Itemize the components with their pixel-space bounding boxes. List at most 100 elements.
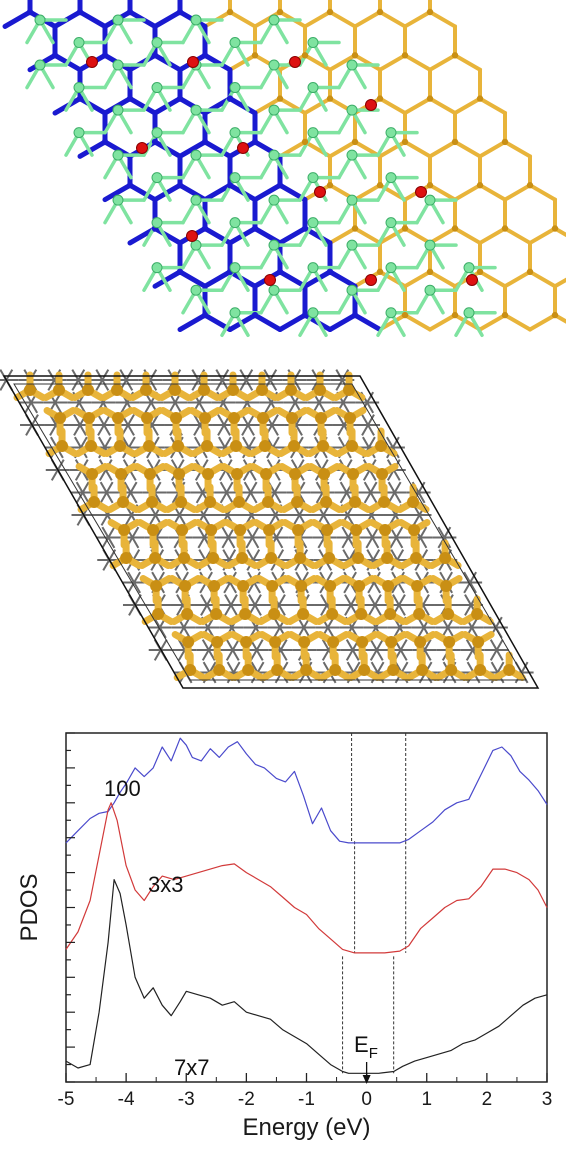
blue-atom (126, 95, 134, 102)
green-atom (385, 127, 397, 139)
blue-atom (226, 182, 234, 189)
gold-atom (320, 496, 333, 508)
green-atom (112, 14, 124, 26)
gray-bond (246, 549, 261, 571)
gold-bond (528, 226, 557, 245)
gray-bond (440, 616, 455, 639)
green-atom (307, 262, 319, 274)
gold-bond (478, 96, 507, 116)
x-axis-title: Energy (eV) (242, 1114, 370, 1141)
gold-atom (401, 138, 409, 146)
gold-atom (376, 8, 384, 16)
gold-atom (149, 552, 162, 564)
gold-atom (262, 496, 275, 508)
gold-atom (291, 496, 304, 508)
gold-network-layer (13, 371, 526, 681)
x-tick-label: 0 (361, 1089, 372, 1110)
gray-bond (393, 639, 408, 661)
gold-bond (403, 139, 432, 159)
blue-atom (176, 268, 184, 276)
green-atom (268, 59, 280, 71)
gold-atom (426, 182, 434, 189)
gold-bond (303, 96, 332, 116)
green-atom (346, 104, 358, 116)
blue-atom (201, 52, 209, 59)
blue-atom (176, 182, 184, 189)
gold-bond (353, 53, 382, 72)
blue-atom (201, 311, 209, 319)
gold-atom (202, 468, 215, 480)
gold-atom (143, 440, 156, 452)
gold-atom (182, 636, 195, 648)
gold-atom (501, 138, 509, 146)
blue-bond (127, 96, 158, 116)
green-atom (385, 217, 397, 229)
gold-bond (528, 269, 557, 289)
green-atom (424, 194, 436, 206)
gold-atom (503, 664, 516, 676)
gold-bond (528, 313, 557, 332)
gold-bond (253, 10, 282, 29)
gold-atom (269, 636, 282, 648)
blue-bond (127, 52, 158, 73)
green-atom (229, 262, 241, 274)
gold-atom (300, 664, 313, 676)
curve-label-7x7: 7x7 (174, 1055, 209, 1080)
gray-bond (239, 369, 254, 391)
gray-bond (224, 594, 238, 616)
gold-atom (144, 468, 157, 480)
gold-atom (414, 636, 427, 648)
gold-atom (175, 496, 188, 508)
gold-bond (353, 10, 382, 29)
gold-atom (111, 384, 124, 396)
gold-atom (315, 412, 328, 424)
gold-atom (347, 468, 360, 480)
unit-cell-outline (2, 375, 540, 689)
x-tick-label: -1 (298, 1089, 315, 1110)
blue-atom (76, 95, 84, 102)
red-atom (314, 186, 326, 198)
gold-atom (349, 496, 362, 508)
green-atom (346, 194, 358, 206)
gold-bond (378, 139, 407, 159)
green-atom (229, 217, 241, 229)
green-atom (463, 262, 475, 274)
green-atom (307, 217, 319, 229)
gold-atom (350, 524, 363, 536)
gold-atom (451, 138, 459, 146)
green-atom (229, 127, 241, 139)
blue-atom (151, 52, 159, 59)
red-atom (365, 274, 377, 286)
gold-bond (403, 313, 432, 332)
gold-atom (476, 95, 484, 102)
gold-bond (228, 10, 257, 29)
blue-bond (202, 139, 233, 159)
gold-atom (205, 524, 218, 536)
gold-atom (301, 52, 309, 59)
green-atom (268, 284, 280, 296)
blue-bond (77, 139, 108, 159)
green-atom (34, 59, 46, 71)
gray-bond (365, 526, 380, 549)
gold-bond (428, 96, 457, 116)
x-tick-label: -4 (118, 1089, 135, 1110)
gold-bond (453, 139, 482, 159)
red-atom (289, 56, 301, 68)
blue-atom (126, 8, 134, 16)
green-atom (151, 262, 163, 274)
gray-bond (75, 481, 90, 504)
gold-atom (292, 524, 305, 536)
gap-marker-lines (342, 733, 407, 1074)
gray-bond (225, 639, 240, 661)
red-atom (365, 99, 377, 111)
gray-bond (368, 594, 382, 616)
green-atom (346, 149, 358, 161)
blue-atom (176, 95, 184, 102)
gold-atom (376, 182, 384, 189)
gold-bond (428, 139, 457, 159)
gold-atom (199, 412, 212, 424)
gold-bond (403, 226, 432, 245)
gold-atom (236, 552, 249, 564)
blue-atom (26, 8, 34, 16)
gold-atom (170, 412, 183, 424)
